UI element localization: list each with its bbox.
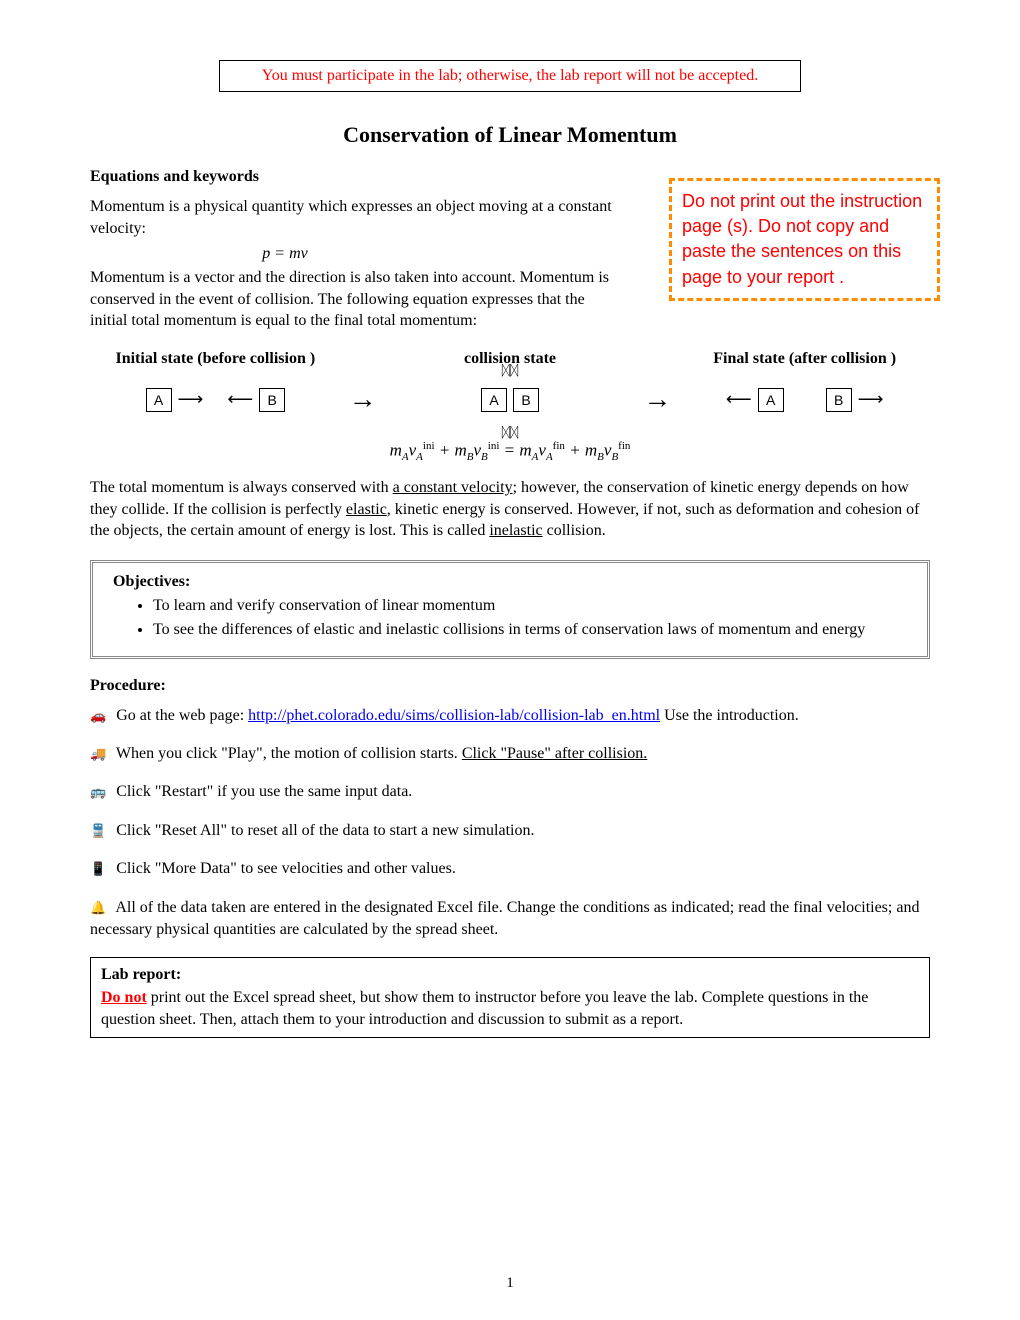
procedure-step-3: 🚌 Click "Restart" if you use the same in… (90, 781, 930, 803)
objective-item: To learn and verify conservation of line… (153, 595, 907, 617)
underline-text: elastic (346, 501, 387, 518)
procedure-step-4: 🚆 Click "Reset All" to reset all of the … (90, 820, 930, 842)
underline-text: a constant velocity (393, 479, 513, 496)
underline-text: Click "Pause" after collision. (462, 745, 647, 762)
arrow-left-icon: ⟵ (227, 389, 253, 410)
equation-pmv: p = mv (0, 245, 620, 263)
box-a: A (758, 388, 784, 412)
text: All of the data taken are entered in the… (90, 899, 919, 938)
text: Click "Reset All" to reset all of the da… (116, 822, 534, 839)
lab-report-header: Lab report: (101, 966, 181, 983)
train-icon: 🚆 (90, 823, 106, 838)
text: Click "More Data" to see velocities and … (116, 860, 456, 877)
spark-top-icon: ᛞᛞ (502, 362, 519, 378)
arrow-right-icon: ⟶ (858, 389, 884, 410)
final-state: Final state (after collision ) ⟵ A B ⟶ (679, 350, 930, 420)
truck-icon: 🚚 (90, 746, 106, 761)
text: Click "Restart" if you use the same inpu… (116, 783, 412, 800)
text: Use the introduction. (660, 707, 799, 724)
conservation-paragraph: The total momentum is always conserved w… (90, 477, 930, 542)
text: When you click "Play", the motion of col… (116, 745, 462, 762)
collision-boxes: ᛞᛞ A B ᛞᛞ (385, 380, 636, 420)
bell-icon: 🔔 (90, 900, 106, 915)
transition-arrow-icon: → (643, 383, 671, 415)
donot-text: Do not (101, 989, 147, 1006)
lab-report-body: print out the Excel spread sheet, but sh… (101, 989, 868, 1028)
page-title: Conservation of Linear Momentum (90, 122, 930, 148)
spark-bottom-icon: ᛞᛞ (502, 424, 519, 440)
collision-state: collision state ᛞᛞ A B ᛞᛞ (385, 350, 636, 420)
final-boxes: ⟵ A B ⟶ (679, 380, 930, 420)
warning-text: You must participate in the lab; otherwi… (262, 67, 758, 84)
arrow-left-icon: ⟵ (726, 389, 752, 410)
page-number: 1 (506, 1275, 514, 1292)
initial-state-label: Initial state (before collision ) (90, 350, 341, 368)
objective-item: To see the differences of elastic and in… (153, 619, 907, 641)
initial-state: Initial state (before collision ) A ⟶ ⟵ … (90, 350, 341, 420)
car-icon: 🚗 (90, 708, 106, 723)
procedure-step-1: 🚗 Go at the web page: http://phet.colora… (90, 705, 930, 727)
lab-report-box: Lab report: Do not print out the Excel s… (90, 957, 930, 1038)
document-page: You must participate in the lab; otherwi… (0, 0, 1020, 1320)
procedure-step-6: 🔔 All of the data taken are entered in t… (90, 897, 930, 942)
callout-box: Do not print out the instruction page (s… (669, 178, 940, 301)
box-b: B (513, 388, 539, 412)
phone-icon: 📱 (90, 861, 106, 876)
procedure-step-2: 🚚 When you click "Play", the motion of c… (90, 743, 930, 765)
intro-paragraph-2: Momentum is a vector and the direction i… (90, 267, 620, 332)
warning-box: You must participate in the lab; otherwi… (219, 60, 801, 92)
initial-boxes: A ⟶ ⟵ B (90, 380, 341, 420)
box-a: A (146, 388, 172, 412)
arrow-right-icon: ⟶ (178, 389, 204, 410)
bus-icon: 🚌 (90, 784, 106, 799)
intro-paragraph-1: Momentum is a physical quantity which ex… (90, 196, 620, 239)
momentum-equation: mAvAini + mBvBini = mAvAfin + mBvBfin (90, 440, 930, 463)
final-state-label: Final state (after collision ) (679, 350, 930, 368)
procedure-step-5: 📱 Click "More Data" to see velocities an… (90, 858, 930, 880)
transition-arrow-icon: → (349, 383, 377, 415)
procedure-header: Procedure: (90, 677, 930, 695)
objectives-header: Objectives: (113, 573, 907, 591)
objectives-box: Objectives: To learn and verify conserva… (90, 560, 930, 659)
text: Go at the web page: (116, 707, 248, 724)
collision-diagram: Initial state (before collision ) A ⟶ ⟵ … (90, 350, 930, 420)
box-b: B (259, 388, 285, 412)
text: collision. (543, 522, 606, 539)
text: The total momentum is always conserved w… (90, 479, 393, 496)
box-a: A (481, 388, 507, 412)
objectives-list: To learn and verify conservation of line… (153, 595, 907, 642)
underline-text: inelastic (489, 522, 542, 539)
callout-text: Do not print out the instruction page (s… (682, 191, 922, 287)
box-b: B (826, 388, 852, 412)
intro-wrap: Momentum is a physical quantity which ex… (90, 196, 620, 332)
phet-link[interactable]: http://phet.colorado.edu/sims/collision-… (248, 707, 660, 724)
